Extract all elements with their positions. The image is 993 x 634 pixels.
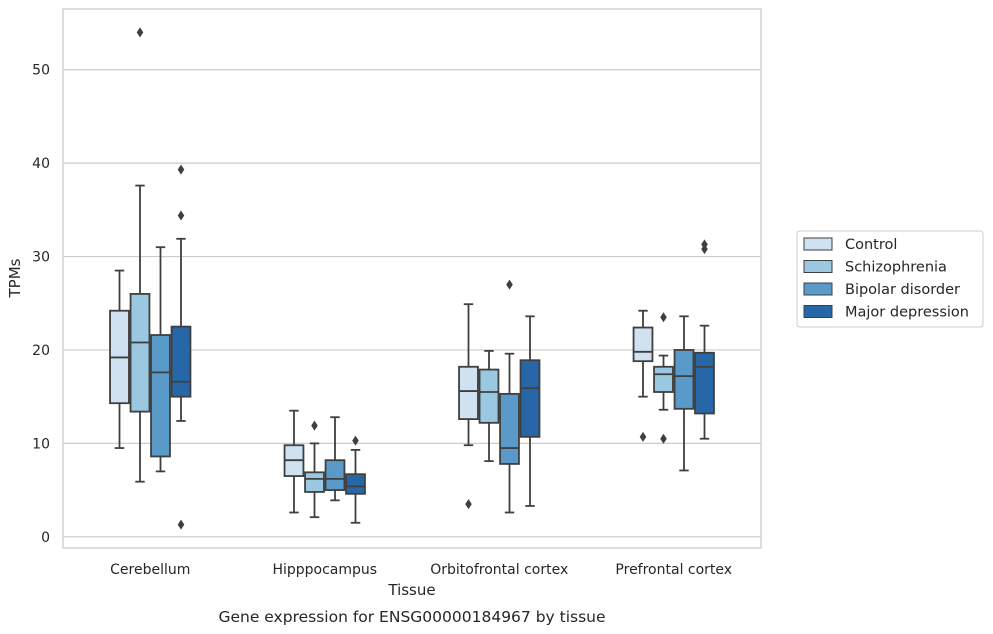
x-tick-label: Prefrontal cortex — [615, 562, 732, 578]
legend-label: Bipolar disorder — [845, 282, 960, 298]
box-schizophrenia — [304, 420, 325, 519]
outlier-point — [311, 420, 318, 431]
boxes — [109, 27, 715, 530]
x-tick-label: Cerebellum — [110, 562, 190, 578]
box-bipolar-disorder — [150, 246, 171, 473]
box-major-depression — [519, 315, 541, 507]
iqr-box — [673, 349, 695, 410]
y-axis-ticks: 0 10 20 30 40 50 — [32, 63, 50, 546]
box-bipolar-disorder — [499, 279, 520, 514]
y-axis-label: TPMs — [6, 258, 24, 298]
x-tick-label: Hipppocampus — [272, 562, 377, 578]
iqr-box — [653, 365, 674, 393]
box-control — [283, 409, 305, 514]
outlier-point — [177, 210, 185, 221]
iqr-box — [304, 471, 325, 493]
outlier-point — [639, 431, 647, 442]
box-control — [632, 309, 654, 442]
iqr-box — [694, 351, 715, 415]
legend-label: Major depression — [845, 305, 969, 321]
outlier-point — [177, 519, 185, 530]
outlier-point — [701, 239, 708, 250]
y-tick-label: 50 — [32, 63, 50, 79]
outlier-point — [136, 27, 144, 38]
box-bipolar-disorder — [324, 416, 346, 502]
legend-swatch — [803, 260, 833, 273]
y-tick-label: 30 — [32, 250, 50, 266]
legend-swatch — [803, 237, 833, 251]
y-tick-label: 40 — [32, 156, 50, 172]
iqr-box — [499, 392, 520, 465]
iqr-box — [458, 365, 479, 420]
iqr-box — [632, 326, 654, 363]
box-major-depression — [170, 164, 192, 530]
gridlines — [63, 69, 761, 538]
y-tick-label: 10 — [32, 436, 50, 452]
legend-label: Control — [845, 237, 897, 253]
iqr-box — [170, 325, 192, 398]
x-axis-label: Tissue — [387, 581, 435, 599]
legend-frame — [796, 230, 984, 328]
box-schizophrenia — [129, 27, 151, 483]
legend-label: Schizophrenia — [845, 260, 947, 276]
iqr-box — [478, 368, 500, 424]
plot-area-frame — [62, 8, 762, 549]
chart-caption: Gene expression for ENSG00000184967 by t… — [218, 608, 605, 626]
legend-swatch — [803, 305, 833, 318]
outlier-point — [660, 433, 667, 444]
x-axis-ticks: Cerebellum Hipppocampus Orbitofrontal cort… — [110, 562, 732, 578]
legend-swatch — [803, 282, 833, 296]
box-schizophrenia — [653, 312, 674, 444]
iqr-box — [324, 459, 346, 491]
y-tick-label: 0 — [41, 530, 50, 546]
outlier-point — [352, 435, 359, 446]
iqr-box — [345, 473, 366, 495]
box-control — [109, 269, 130, 449]
outlier-point — [177, 164, 185, 175]
x-tick-label: Orbitofrontal cortex — [430, 562, 568, 578]
iqr-box — [519, 359, 541, 438]
box-control — [458, 303, 479, 510]
y-tick-label: 20 — [32, 343, 50, 359]
box-major-depression — [345, 435, 366, 524]
box-schizophrenia — [478, 349, 500, 463]
iqr-box — [129, 293, 151, 413]
box-bipolar-disorder — [673, 315, 695, 472]
outlier-point — [660, 312, 667, 323]
iqr-box — [150, 334, 171, 458]
legend: Control Schizophrenia Bipolar disorder Majo… — [796, 230, 984, 328]
outlier-point — [506, 279, 513, 290]
box-major-depression — [694, 239, 715, 440]
outlier-point — [465, 499, 472, 510]
